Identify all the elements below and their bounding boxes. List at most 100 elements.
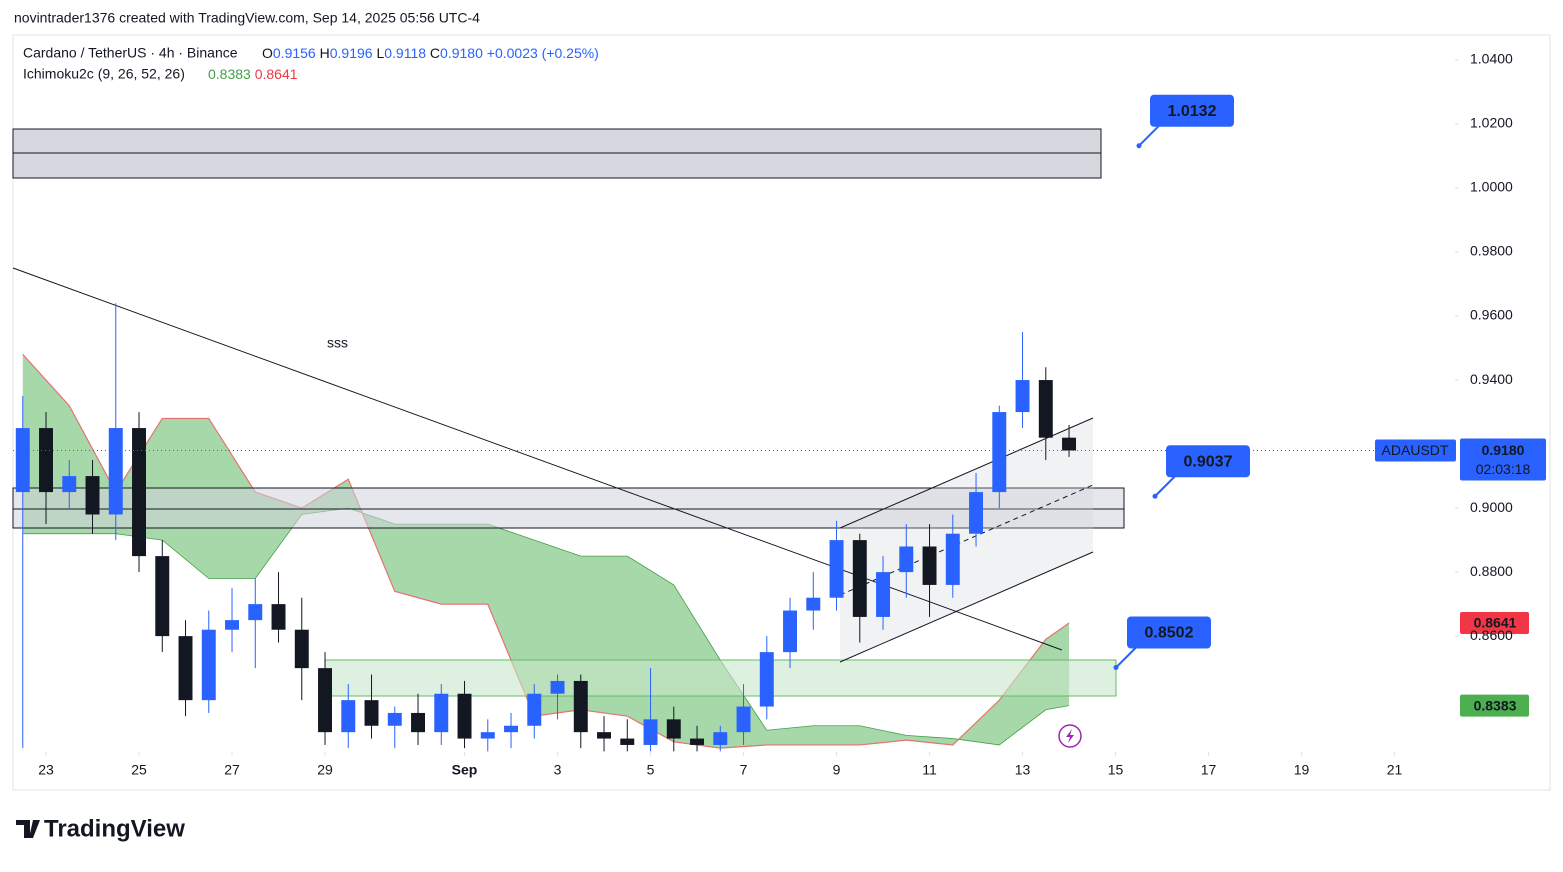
y-tick-label: 0.8600 bbox=[1470, 627, 1513, 643]
candle-body bbox=[225, 620, 239, 630]
callout-label: 1.0132 bbox=[1168, 103, 1217, 120]
x-tick-label: 15 bbox=[1108, 762, 1124, 778]
candle-body bbox=[480, 732, 495, 739]
ohlc-key: O bbox=[262, 45, 273, 61]
candle-body bbox=[527, 693, 542, 726]
candle-body bbox=[178, 636, 193, 701]
indicator-values: 0.8383 0.8641 bbox=[208, 66, 298, 82]
candle-body bbox=[434, 693, 449, 733]
candle-body bbox=[411, 712, 425, 733]
overlays: ADAUSDT 0.9180 02:03:18 0.8641 0.8383 1.0132 0… bbox=[13, 94, 1546, 717]
candle-body bbox=[457, 693, 472, 739]
candle-body bbox=[759, 652, 774, 707]
x-tick-label: 7 bbox=[740, 762, 748, 778]
x-tick-label: 29 bbox=[317, 762, 333, 778]
candle-body bbox=[318, 668, 332, 733]
credit: novintrader1376 created with TradingView… bbox=[14, 10, 480, 26]
change: +0.0023 (+0.25%) bbox=[487, 45, 599, 61]
candle-body bbox=[1038, 380, 1053, 438]
x-tick-label: 11 bbox=[922, 762, 937, 778]
ohlc-key: C bbox=[430, 45, 440, 61]
logo: TradingView bbox=[16, 815, 185, 842]
candle-body bbox=[271, 604, 286, 630]
callout-dot bbox=[1113, 664, 1119, 670]
x-tick-label: 3 bbox=[554, 762, 562, 778]
x-tick-label: Sep bbox=[452, 762, 478, 778]
x-tick-label: 27 bbox=[224, 762, 240, 778]
candle-body bbox=[248, 604, 263, 621]
candle-body bbox=[85, 476, 100, 515]
alert-bolt bbox=[1066, 729, 1074, 743]
candle-body bbox=[922, 546, 937, 585]
y-tick-label: 0.9800 bbox=[1470, 243, 1513, 259]
candle-body bbox=[620, 738, 635, 745]
ohlc-legend: O0.9156 H0.9196 L0.9118 C0.9180 +0.0023 … bbox=[262, 45, 599, 61]
candle-body bbox=[15, 428, 30, 493]
symbol-tag-bg bbox=[1375, 439, 1456, 462]
candles bbox=[15, 303, 1077, 752]
candle-body bbox=[666, 719, 681, 739]
candle-body bbox=[504, 725, 519, 733]
candle-body bbox=[573, 680, 588, 733]
y-tick-label: 0.8800 bbox=[1470, 563, 1513, 579]
indicator-name: Ichimoku2c (9, 26, 52, 26) bbox=[23, 66, 185, 82]
callout-label: 0.9037 bbox=[1184, 453, 1233, 470]
indicator-value: 0.8641 bbox=[255, 66, 298, 82]
candle-body bbox=[1062, 437, 1077, 451]
candle-body bbox=[341, 700, 356, 733]
ohlc-key: L bbox=[376, 45, 384, 61]
y-tick-label: 1.0200 bbox=[1470, 115, 1513, 131]
callout-bg bbox=[1150, 94, 1234, 127]
x-tick-label: 21 bbox=[1387, 762, 1403, 778]
ohlc-value: 0.9180 bbox=[440, 45, 483, 61]
x-tick-label: 5 bbox=[647, 762, 655, 778]
indicator-tag-bg bbox=[1460, 694, 1529, 717]
candle-body bbox=[876, 572, 891, 617]
candle-body bbox=[852, 540, 867, 617]
callout-dot bbox=[1152, 493, 1158, 499]
drawings bbox=[12, 128, 1125, 697]
cloud-line bbox=[22, 507, 1070, 746]
candle-body bbox=[155, 556, 170, 637]
symbol: Cardano / TetherUS · 4h · Binance bbox=[23, 45, 238, 61]
callout-bg bbox=[1127, 616, 1211, 649]
indicator-tag: 0.8383 bbox=[1474, 697, 1517, 713]
zone bbox=[12, 487, 1125, 529]
channel-line bbox=[839, 551, 1094, 663]
candle-body bbox=[62, 476, 77, 493]
x-tick-label: 19 bbox=[1294, 762, 1310, 778]
ohlc-key: H bbox=[320, 45, 330, 61]
candle-body bbox=[387, 712, 402, 726]
x-tick-label: 23 bbox=[38, 762, 54, 778]
callout-pointer bbox=[1154, 473, 1178, 497]
candle-body bbox=[201, 629, 216, 701]
candle-body bbox=[643, 719, 658, 745]
indicator-value: 0.8383 bbox=[208, 66, 251, 82]
y-tick-label: 0.9400 bbox=[1470, 371, 1513, 387]
zone bbox=[324, 659, 1117, 697]
candle-body bbox=[736, 706, 751, 733]
candle-body bbox=[806, 597, 821, 611]
logo-mark bbox=[16, 820, 40, 838]
candle-body bbox=[108, 428, 123, 515]
candle-body bbox=[829, 540, 844, 598]
callout-pointer bbox=[1115, 644, 1139, 669]
callout-bg bbox=[1166, 445, 1250, 478]
ohlc-text: O0.9156 H0.9196 L0.9118 C0.9180 +0.0023 … bbox=[262, 45, 599, 61]
callout-pointer bbox=[1138, 123, 1162, 147]
ohlc-value: 0.9118 bbox=[384, 45, 426, 61]
candle-body bbox=[899, 546, 914, 573]
candle-body bbox=[132, 428, 146, 557]
candle-body bbox=[550, 680, 565, 694]
candle-body bbox=[597, 732, 612, 739]
candle-body bbox=[1015, 380, 1030, 413]
candle-body bbox=[992, 412, 1007, 493]
callout-dot bbox=[1136, 143, 1142, 149]
annotation: sss bbox=[327, 335, 348, 351]
x-tick-label: 9 bbox=[833, 762, 841, 778]
candle-body bbox=[783, 610, 798, 653]
indicator-tag: 0.8641 bbox=[1474, 615, 1517, 631]
candle-body bbox=[945, 533, 960, 585]
x-tick-label: 13 bbox=[1015, 762, 1031, 778]
